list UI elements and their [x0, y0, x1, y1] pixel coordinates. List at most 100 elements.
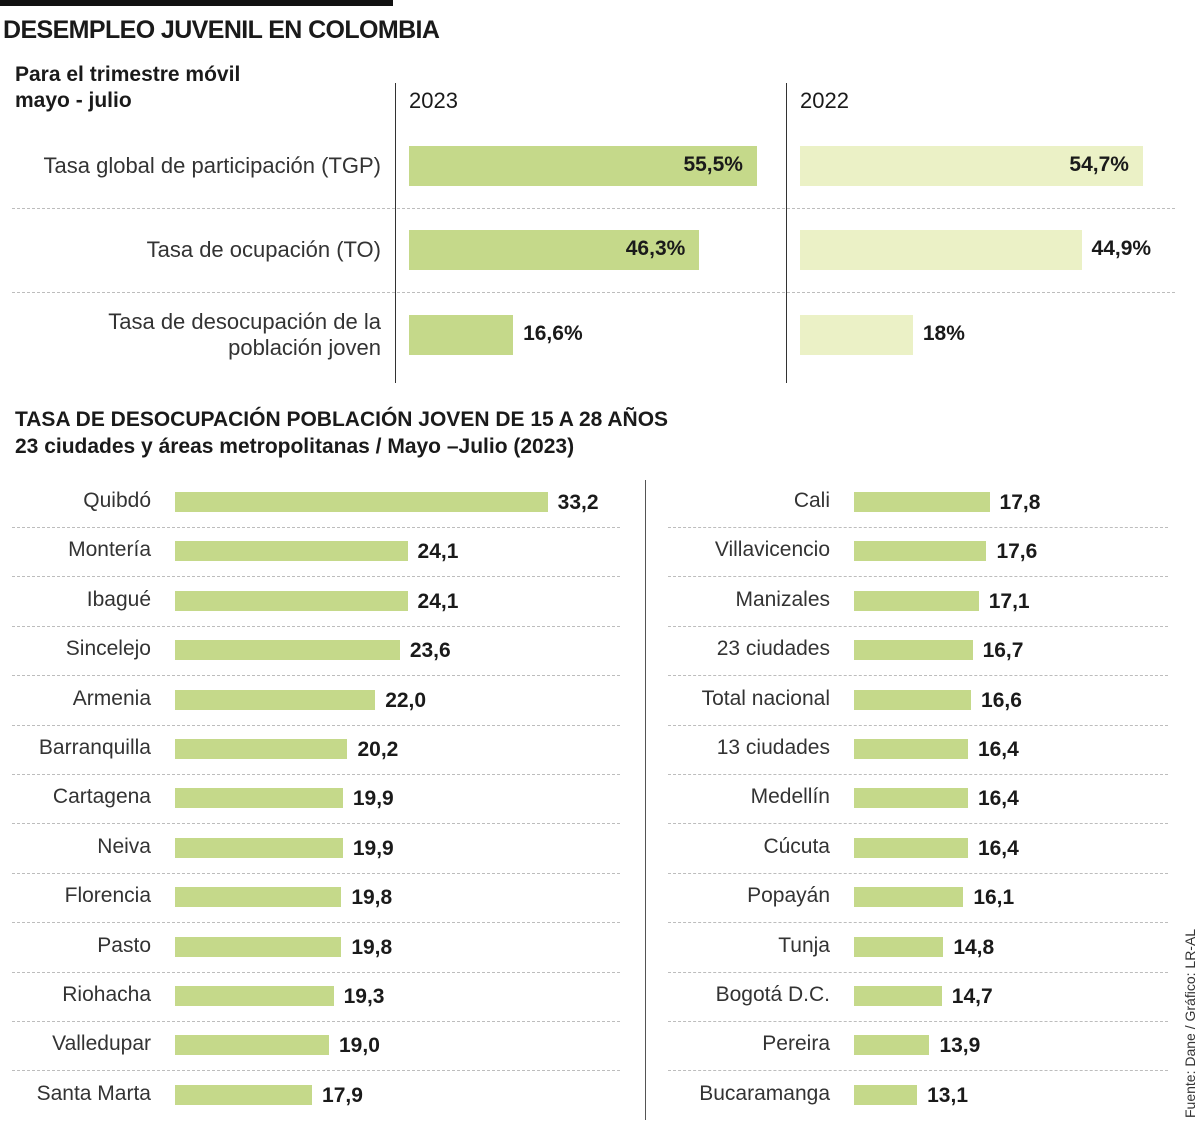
data-label: 46,3% — [625, 237, 686, 260]
city-bar — [175, 837, 343, 858]
category-label: Tasa de desocupación de la población jove… — [1, 309, 381, 361]
city-value: 24,1 — [417, 589, 459, 613]
city-bar — [175, 640, 400, 661]
row-separator — [12, 292, 1175, 293]
city-chart-subtitle: 23 ciudades y áreas metropolitanas / May… — [15, 435, 575, 458]
bar-2023 — [409, 146, 757, 186]
city-value: 16,4 — [977, 787, 1019, 811]
city-value: 19,8 — [351, 935, 393, 959]
divider — [786, 83, 787, 383]
row-separator — [12, 971, 620, 973]
city-bar — [854, 986, 942, 1006]
source-note: Fuente: Dane / Gráfico: LR-AL — [1182, 928, 1198, 1118]
city-label: Tunja — [778, 933, 830, 957]
city-value: 17,8 — [999, 491, 1041, 514]
city-value: 17,6 — [996, 540, 1038, 564]
data-label: 44,9% — [1091, 237, 1152, 260]
row-separator — [668, 724, 1168, 726]
divider — [645, 480, 646, 1120]
data-label: 54,7% — [1069, 153, 1129, 176]
city-bar — [175, 739, 348, 759]
city-bar — [175, 590, 408, 611]
city-label: Ibagué — [86, 587, 151, 611]
city-bar — [175, 788, 343, 809]
row-separator — [668, 675, 1168, 677]
data-label: 16,6% — [523, 322, 583, 345]
city-bar — [175, 936, 342, 957]
page-title: DESEMPLEO JUVENIL EN COLOMBIA — [3, 16, 440, 44]
city-bar — [175, 492, 548, 512]
city-value: 17,1 — [988, 589, 1030, 613]
category-label-line: Tasa de ocupación (TO) — [146, 237, 381, 262]
city-label: Florencia — [64, 884, 151, 908]
row-separator — [12, 922, 620, 924]
bar-2023 — [409, 315, 514, 355]
data-label: 55,5% — [683, 153, 743, 176]
city-value: 22,0 — [385, 688, 427, 712]
row-separator — [12, 872, 620, 874]
city-bar — [175, 986, 334, 1006]
row-separator — [668, 774, 1168, 775]
city-value: 19,9 — [352, 787, 394, 811]
series-header-2022: 2022 — [800, 88, 849, 113]
city-label: Bogotá D.C. — [715, 983, 830, 1006]
city-label: Villavicencio — [714, 538, 830, 562]
city-bar — [854, 640, 973, 661]
city-value: 20,2 — [357, 738, 399, 761]
city-bar — [854, 936, 944, 957]
city-label: Montería — [68, 538, 151, 562]
row-separator — [668, 527, 1168, 528]
city-label: Cúcuta — [763, 834, 830, 858]
category-label-line: Tasa global de participación (TGP) — [43, 153, 382, 178]
city-label: Manizales — [735, 587, 830, 611]
row-separator — [668, 872, 1168, 874]
city-bar — [175, 887, 342, 908]
city-value: 14,8 — [953, 935, 995, 959]
city-label: Riohacha — [62, 983, 151, 1006]
city-bar — [854, 541, 987, 562]
city-bar — [854, 837, 968, 858]
city-bar — [854, 1035, 930, 1056]
row-separator — [12, 823, 620, 825]
city-value: 17,9 — [322, 1083, 363, 1107]
row-separator — [668, 1021, 1168, 1022]
bar-2022 — [800, 315, 913, 355]
row-separator — [12, 724, 620, 726]
row-separator — [12, 1070, 620, 1072]
top-chart-title: Para el trimestre móvil mayo - julio — [15, 62, 240, 114]
city-label: Cali — [793, 489, 830, 512]
city-label: Sincelejo — [65, 637, 151, 661]
city-label: Neiva — [97, 834, 151, 858]
category-label-line: Tasa de desocupación de la — [108, 309, 381, 334]
row-separator — [668, 625, 1168, 627]
city-label: Santa Marta — [36, 1081, 151, 1105]
city-value: 33,2 — [557, 491, 599, 514]
city-value: 16,4 — [977, 738, 1019, 761]
row-separator — [12, 774, 620, 775]
category-label-line: población joven — [228, 335, 381, 360]
divider — [395, 83, 396, 383]
row-separator — [668, 576, 1168, 578]
city-value: 16,6 — [981, 688, 1022, 712]
top-chart-title-line: mayo - julio — [15, 89, 132, 112]
city-label: Total nacional — [701, 686, 830, 710]
row-separator — [12, 625, 620, 627]
city-value: 16,1 — [973, 886, 1015, 910]
city-value: 19,0 — [339, 1034, 380, 1058]
bar-2023 — [409, 230, 700, 270]
city-label: Popayán — [747, 884, 830, 908]
city-label: Pasto — [97, 933, 151, 957]
city-value: 24,1 — [417, 540, 459, 564]
top-chart-title-line: Para el trimestre móvil — [15, 63, 241, 86]
row-separator — [12, 527, 620, 528]
row-separator — [12, 1021, 620, 1022]
city-label: Valledupar — [52, 1032, 151, 1056]
city-value: 19,8 — [351, 886, 393, 910]
city-value: 13,1 — [927, 1083, 968, 1107]
city-label: Cartagena — [52, 785, 151, 809]
city-label: Pereira — [762, 1032, 830, 1056]
city-label: 13 ciudades — [716, 736, 830, 759]
city-label: 23 ciudades — [716, 637, 830, 661]
category-label: Tasa global de participación (TGP) — [1, 153, 382, 179]
city-bar — [175, 1084, 313, 1105]
